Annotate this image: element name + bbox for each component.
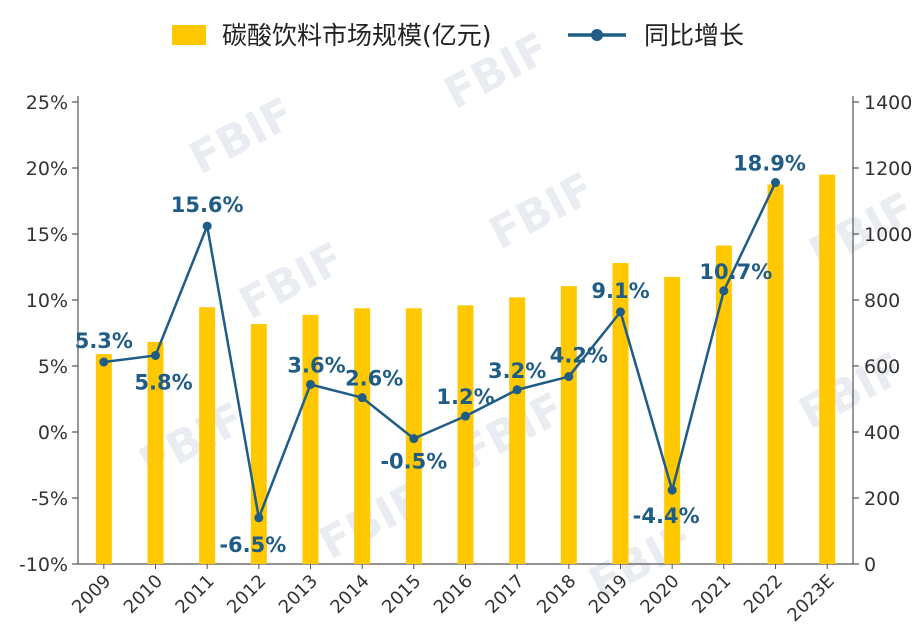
x-tick-label: 2021 — [688, 571, 735, 618]
x-tick-label: 2016 — [430, 571, 477, 618]
growth-point — [151, 350, 160, 360]
growth-data-label: 4.2% — [550, 344, 608, 368]
right-tick-label: 1200 — [864, 158, 912, 180]
x-tick-label: 2013 — [275, 571, 322, 618]
bar — [302, 314, 319, 564]
bar — [250, 324, 267, 564]
growth-data-label: 1.2% — [436, 385, 494, 409]
bar — [715, 245, 732, 565]
growth-point — [719, 286, 729, 296]
growth-data-label: 3.2% — [488, 359, 546, 383]
right-tick-label: 400 — [864, 422, 900, 444]
watermark-logo: FBIF — [231, 233, 352, 330]
x-tick-label: 2023E — [783, 571, 838, 626]
left-tick-label: 5% — [38, 356, 68, 378]
line-series — [99, 178, 780, 523]
growth-point — [667, 485, 677, 495]
x-tick-label: 2022 — [740, 571, 787, 618]
growth-point — [616, 307, 625, 317]
growth-data-label: 5.3% — [75, 329, 133, 353]
bar — [147, 341, 164, 564]
bar — [767, 184, 784, 564]
x-tick-label: 2012 — [223, 571, 270, 618]
left-tick-label: 10% — [26, 290, 68, 312]
growth-point — [202, 221, 212, 231]
watermark-layer: FBIFFBIFFBIFFBIFFBIFFBIFFBIFFBIFFBIFFBIF — [131, 23, 922, 610]
growth-line — [103, 181, 777, 520]
data-labels: 5.3%5.8% 15.6% -6.5% 3.6%2.6% -0.5% 1.2%3.2%4… — [75, 152, 806, 557]
right-tick-label: 200 — [864, 488, 900, 510]
bar — [354, 308, 371, 564]
growth-data-label: 10.7% — [699, 260, 772, 284]
bar — [612, 263, 629, 564]
right-tick-label: 1000 — [864, 224, 912, 246]
growth-point — [771, 178, 780, 188]
growth-data-label: 15.6% — [171, 193, 244, 217]
growth-data-label: 18.9% — [733, 152, 806, 176]
growth-point — [357, 393, 367, 403]
left-tick-label: 25% — [26, 92, 68, 114]
growth-point — [409, 434, 419, 444]
x-tick-label: 2010 — [120, 571, 167, 618]
growth-point — [564, 372, 574, 382]
left-tick-label: -5% — [31, 488, 68, 510]
right-tick-label: 800 — [864, 290, 900, 312]
x-tick-label: 2014 — [326, 571, 373, 618]
left-tick-label: 15% — [26, 224, 68, 246]
right-tick-label: 0 — [864, 554, 876, 576]
growth-point — [306, 379, 315, 389]
left-tick-label: 0% — [38, 422, 68, 444]
watermark-logo: FBIF — [181, 88, 302, 185]
growth-point — [254, 513, 264, 523]
left-tick-label: 20% — [26, 158, 68, 180]
growth-data-label: -4.4% — [633, 504, 700, 528]
bar — [509, 297, 526, 564]
growth-data-label: 5.8% — [134, 370, 192, 394]
x-tick-label: 2015 — [378, 571, 425, 618]
legend-line-label: 同比增长 — [644, 21, 744, 50]
legend-line-marker — [591, 29, 603, 41]
growth-data-label: 3.6% — [287, 353, 345, 377]
watermark-logo: FBIF — [481, 163, 602, 260]
bar — [560, 286, 577, 564]
growth-data-label: -0.5% — [380, 450, 447, 474]
right-tick-label: 1400 — [864, 92, 912, 114]
x-tick-label: 2011 — [171, 571, 218, 618]
right-tick-label: 600 — [864, 356, 900, 378]
x-tick-label: 2017 — [481, 571, 528, 618]
x-tick-label: 2018 — [533, 571, 580, 618]
bar-series — [95, 174, 836, 565]
growth-point — [512, 385, 522, 395]
legend: 碳酸饮料市场规模(亿元) 同比增长 — [172, 21, 744, 50]
left-tick-label: -10% — [19, 554, 68, 576]
growth-point — [461, 411, 470, 421]
growth-point — [99, 357, 109, 367]
bar — [95, 354, 112, 564]
legend-bar-label: 碳酸饮料市场规模(亿元) — [222, 21, 492, 50]
bar — [819, 174, 836, 564]
growth-data-label: 9.1% — [591, 279, 649, 303]
growth-data-label: 2.6% — [345, 367, 403, 391]
bar — [457, 305, 474, 564]
growth-data-label: -6.5% — [219, 533, 286, 557]
bar — [664, 276, 681, 564]
bar — [199, 307, 216, 564]
legend-bar-swatch — [172, 25, 206, 45]
x-tick-label: 2009 — [68, 571, 115, 618]
